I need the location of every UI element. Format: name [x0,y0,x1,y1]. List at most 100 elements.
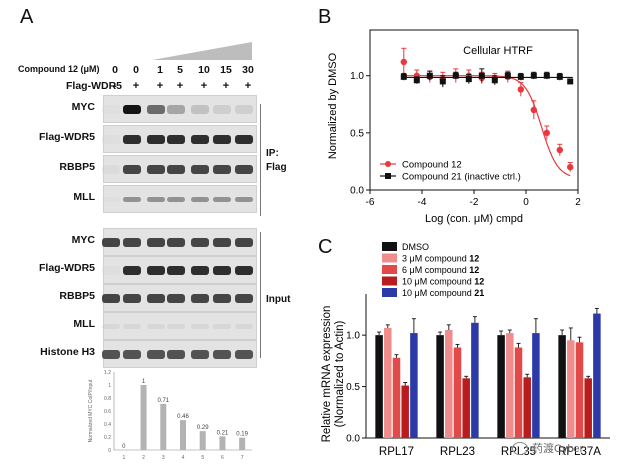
small-y-tick: 0.6 [104,409,111,415]
blot-band [191,265,209,275]
mrna-y-label: (Normalized to Actin) [334,320,346,427]
blot-band [102,196,120,202]
ip-bracket [260,104,261,216]
mrna-bar [558,335,566,438]
small-x-tick: 1 [122,455,125,461]
blot-band [147,196,165,202]
blot-band [235,293,253,303]
concentration-value: 1 [157,64,163,76]
concentration-value: 0 [133,64,139,76]
blot-band [123,293,141,303]
small-x-tick: 4 [182,455,185,461]
concentration-value: 5 [177,64,183,76]
blot-band [235,164,253,174]
blot-band [167,104,185,114]
blot-band [191,134,209,144]
htrf-point-compound-12 [400,58,407,66]
blot-band [147,237,165,247]
htrf-point-compound-21 [543,72,550,79]
mrna-legend-swatch [382,265,397,274]
small-bar [239,437,246,450]
mrna-bar [401,385,409,438]
blot-band [167,265,185,275]
blot-band [147,104,165,114]
blot-row-label: MLL [73,191,95,203]
htrf-point-compound-12 [567,163,574,171]
blot-band [213,265,231,275]
flag-sign: + [244,80,252,92]
mrna-bar [445,330,453,438]
blot-band [213,323,231,329]
htrf-point-compound-12 [556,146,563,154]
htrf-x-tick: -6 [366,197,375,208]
blot-band [123,164,141,174]
blot-band [102,323,120,329]
blot-band [123,349,141,359]
mrna-legend-swatch [382,276,397,286]
small-y-tick: 0.4 [104,422,111,428]
small-y-tick: 0.2 [104,435,111,441]
mrna-bar [523,377,531,438]
htrf-point-compound-21 [491,77,498,84]
blot-band [235,265,253,275]
blot-band [167,293,185,303]
blot-band [123,265,141,275]
blot-band [213,349,231,359]
small-bar [180,420,186,450]
blot-band [167,237,185,247]
htrf-point-compound-21 [517,73,524,80]
mrna-bar [584,378,592,438]
htrf-point-compound-21 [530,72,537,79]
blot-band [235,104,253,114]
blot-band [102,104,120,114]
blot-band [167,164,185,174]
blot-band [147,134,165,144]
blot-strip [102,284,257,312]
blot-band [102,293,120,303]
input-label: Input [266,294,291,305]
blot-band [123,323,141,329]
blot-band [191,196,209,202]
blot-band [102,134,120,144]
small-bar [160,403,167,450]
myc-quant-chart: 0 0.2 0.4 0.6 0.8 1 1.2 Normalized MYC CoIP/Inp… [88,370,252,461]
blot-band [235,196,253,202]
blot-band [102,237,120,247]
flag-sign: + [200,80,208,92]
blot-strip [102,340,257,368]
blot-band [147,349,165,359]
mrna-bar [384,327,392,438]
mrna-bar [453,347,462,438]
mrna-y-tick: 0.5 [346,382,360,393]
htrf-point-compound-21 [465,76,472,83]
mrna-bar [436,335,444,438]
blot-band [213,104,231,114]
blot-band [235,349,253,359]
concentration-value: 10 [198,64,210,76]
blot-row-label: RBBP5 [59,161,95,173]
small-y-tick: 1.2 [104,370,111,376]
htrf-point-compound-21 [478,72,485,79]
concentration-row: 0 0 1 5 10 15 30 [0,64,260,76]
mrna-x-tick: RPL37A [558,446,601,458]
mrna-legend-label: 10 μM compound 21 [402,288,484,298]
htrf-point-compound-21 [452,72,459,79]
small-x-tick: 6 [221,455,224,461]
blot-strip [102,95,257,123]
blot-row-label: MYC [71,101,95,113]
mrna-bar [506,333,514,438]
small-bar [219,436,226,450]
htrf-x-tick: 0 [523,197,529,208]
concentration-value: 15 [220,64,232,76]
blot-strip [102,125,257,153]
htrf-y-tick: 0.5 [350,128,364,139]
mrna-chart: 0.0 0.5 1.0 Relative mRNA expression (Normal… [321,242,610,458]
small-bar-label: 0.19 [236,432,248,438]
mrna-bar [575,342,584,438]
blot-band [167,349,185,359]
small-x-tick: 5 [201,455,204,461]
wechat-icon [512,441,528,455]
htrf-point-compound-21 [439,78,446,85]
htrf-x-tick: -4 [418,197,427,208]
mrna-legend-label: DMSO [402,242,429,252]
